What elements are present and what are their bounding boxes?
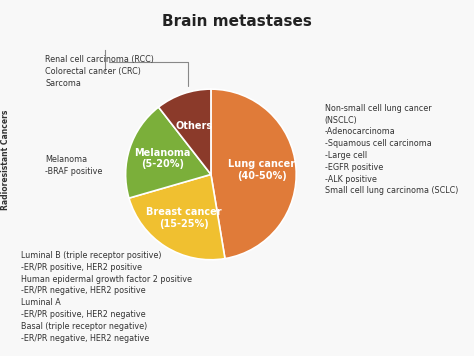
Text: Lung cancer
(40-50%): Lung cancer (40-50%) [228,159,295,181]
Text: Non-small cell lung cancer
(NSCLC)
-Adenocarcinoma
-Squamous cell carcinoma
-Lar: Non-small cell lung cancer (NSCLC) -Aden… [325,104,458,195]
Text: Melanoma
(5-20%): Melanoma (5-20%) [134,148,191,169]
Text: Breast cancer
(15-25%): Breast cancer (15-25%) [146,207,221,229]
Text: Brain metastases: Brain metastases [162,14,312,29]
Wedge shape [211,89,296,258]
Text: Renal cell carcinoma (RCC)
Colorectal cancer (CRC)
Sarcoma: Renal cell carcinoma (RCC) Colorectal ca… [45,55,154,88]
Wedge shape [126,107,211,198]
Text: Melanoma
-BRAF positive: Melanoma -BRAF positive [45,155,102,176]
Text: Luminal B (triple receptor positive)
-ER/PR positive, HER2 positive
Human epider: Luminal B (triple receptor positive) -ER… [21,251,192,342]
Wedge shape [129,174,225,260]
Text: Radioresistant Cancers: Radioresistant Cancers [1,110,10,210]
Text: Others: Others [176,121,213,131]
Wedge shape [158,89,211,174]
